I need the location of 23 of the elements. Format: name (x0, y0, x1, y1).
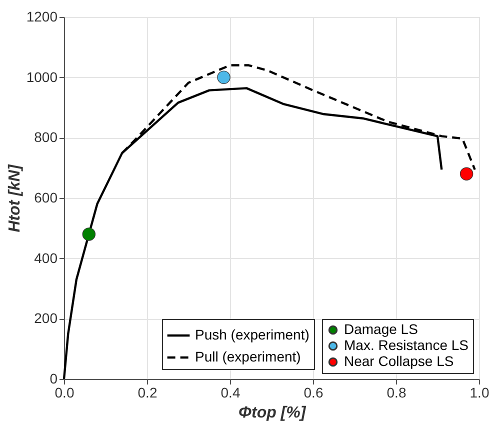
x-axis-title: Φtop [%] (238, 404, 306, 422)
x-tick-label: 0.0 (54, 384, 74, 400)
x-tick-label: 0.6 (304, 384, 324, 400)
legend-label: Push (experiment) (195, 326, 310, 342)
x-tick-label: 0.2 (138, 384, 158, 400)
y-tick-label: 400 (34, 250, 58, 266)
legend-label: Damage LS (344, 321, 418, 337)
legend-label: Pull (experiment) (195, 348, 301, 364)
y-tick-label: 600 (34, 190, 58, 206)
x-tick-label: 0.8 (386, 384, 406, 400)
y-tick-label: 0 (50, 370, 58, 386)
y-tick-label: 1200 (26, 8, 58, 24)
point (82, 228, 96, 241)
y-tick-label: 200 (34, 310, 58, 326)
y-tick-label: 1000 (26, 68, 58, 85)
x-tick-label: 0.4 (220, 384, 240, 400)
y-axis-title: Htot [kN] (6, 164, 24, 232)
point (217, 70, 230, 84)
y-tick-label: 800 (34, 129, 58, 146)
x-tick-label: 1.0 (470, 384, 490, 400)
point (460, 167, 474, 180)
legend-label: Near Collapse LS (344, 353, 454, 369)
legend-label: Max. Resistance LS (344, 337, 468, 353)
